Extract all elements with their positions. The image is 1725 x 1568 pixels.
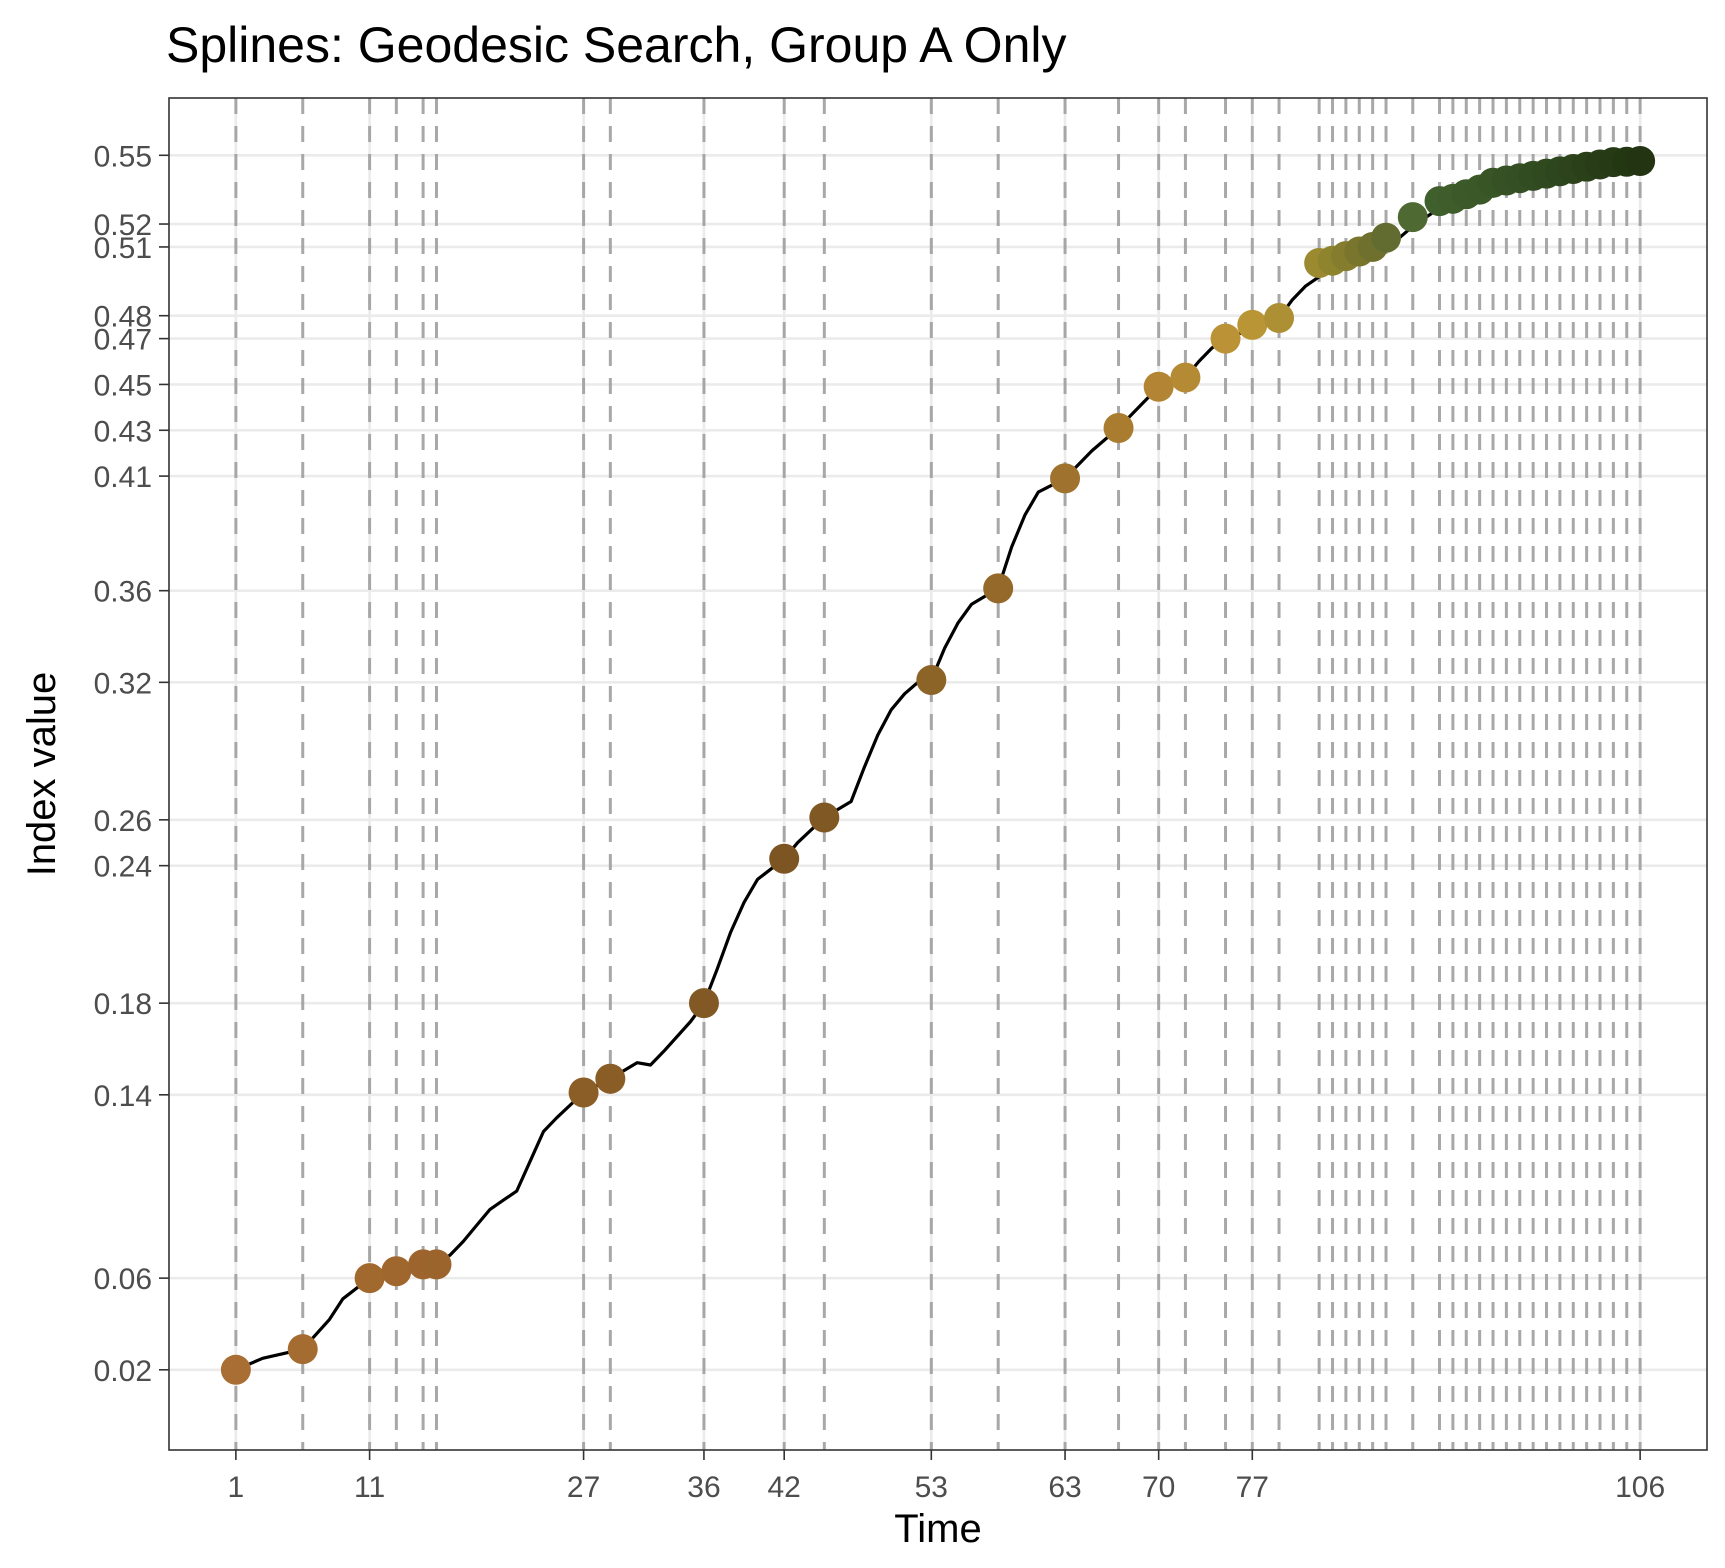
plot-panel-border	[168, 97, 1708, 1451]
y-tick-label: 0.02	[94, 1355, 152, 1388]
data-point	[1210, 323, 1241, 354]
data-point	[1103, 412, 1134, 443]
data-point	[809, 802, 840, 833]
y-tick-label: 0.06	[94, 1263, 152, 1296]
data-point	[688, 988, 719, 1019]
y-tick-label: 0.48	[94, 301, 152, 334]
x-tick-label: 53	[915, 1471, 948, 1504]
data-point	[1625, 146, 1656, 177]
data-point	[381, 1256, 412, 1287]
data-point	[1397, 202, 1428, 233]
y-tick-label: 0.14	[94, 1080, 152, 1113]
knot-lines	[234, 98, 1642, 1450]
x-tick-label: 11	[354, 1471, 385, 1504]
y-axis-title: Index value	[20, 672, 64, 877]
y-tick-label: 0.36	[94, 576, 152, 609]
x-tick-label: 70	[1142, 1471, 1175, 1504]
x-axis-title: Time	[894, 1507, 981, 1551]
y-axis-ticks: 0.02 0.06 0.14 0.18 0.24 0.26 0.32 0.36 0.41 0.43…	[94, 140, 169, 1388]
spline-line-layer	[235, 159, 1641, 1372]
spline-line	[235, 159, 1641, 1372]
data-point	[421, 1249, 452, 1280]
y-tick-label: 0.45	[94, 369, 152, 402]
x-tick-label: 42	[768, 1471, 801, 1504]
data-point	[1371, 222, 1402, 253]
data-point	[1050, 463, 1081, 494]
data-points	[220, 146, 1656, 1385]
y-tick-label: 0.32	[94, 667, 152, 700]
x-tick-label: 77	[1236, 1471, 1269, 1504]
gridlines	[169, 98, 1707, 1450]
data-point	[287, 1334, 318, 1365]
x-tick-label: 36	[687, 1471, 720, 1504]
y-tick-label: 0.24	[94, 851, 152, 884]
y-tick-label: 0.51	[94, 232, 152, 265]
x-tick-label: 63	[1048, 1471, 1081, 1504]
data-point	[916, 665, 947, 696]
data-point	[1237, 309, 1268, 340]
data-point	[1143, 371, 1174, 402]
chart-title: Splines: Geodesic Search, Group A Only	[166, 17, 1067, 73]
data-point	[1170, 362, 1201, 393]
y-tick-label: 0.26	[94, 805, 152, 838]
data-point	[595, 1063, 626, 1094]
data-point	[1264, 302, 1295, 333]
data-point	[769, 843, 800, 874]
y-tick-label: 0.18	[94, 988, 152, 1021]
y-tick-label: 0.41	[94, 461, 152, 494]
y-tick-label: 0.52	[94, 209, 152, 242]
y-tick-label: 0.47	[94, 324, 152, 357]
x-tick-label: 106	[1615, 1471, 1665, 1504]
x-axis-ticks: 1 11 27 36 42 53 63 70 77 106	[228, 1450, 1665, 1504]
data-point	[220, 1354, 251, 1385]
y-tick-label: 0.55	[94, 140, 152, 173]
x-tick-label: 1	[228, 1471, 245, 1504]
y-tick-label: 0.43	[94, 415, 152, 448]
data-point	[354, 1263, 385, 1294]
x-tick-label: 27	[567, 1471, 600, 1504]
data-point	[568, 1077, 599, 1108]
data-point	[983, 573, 1014, 604]
